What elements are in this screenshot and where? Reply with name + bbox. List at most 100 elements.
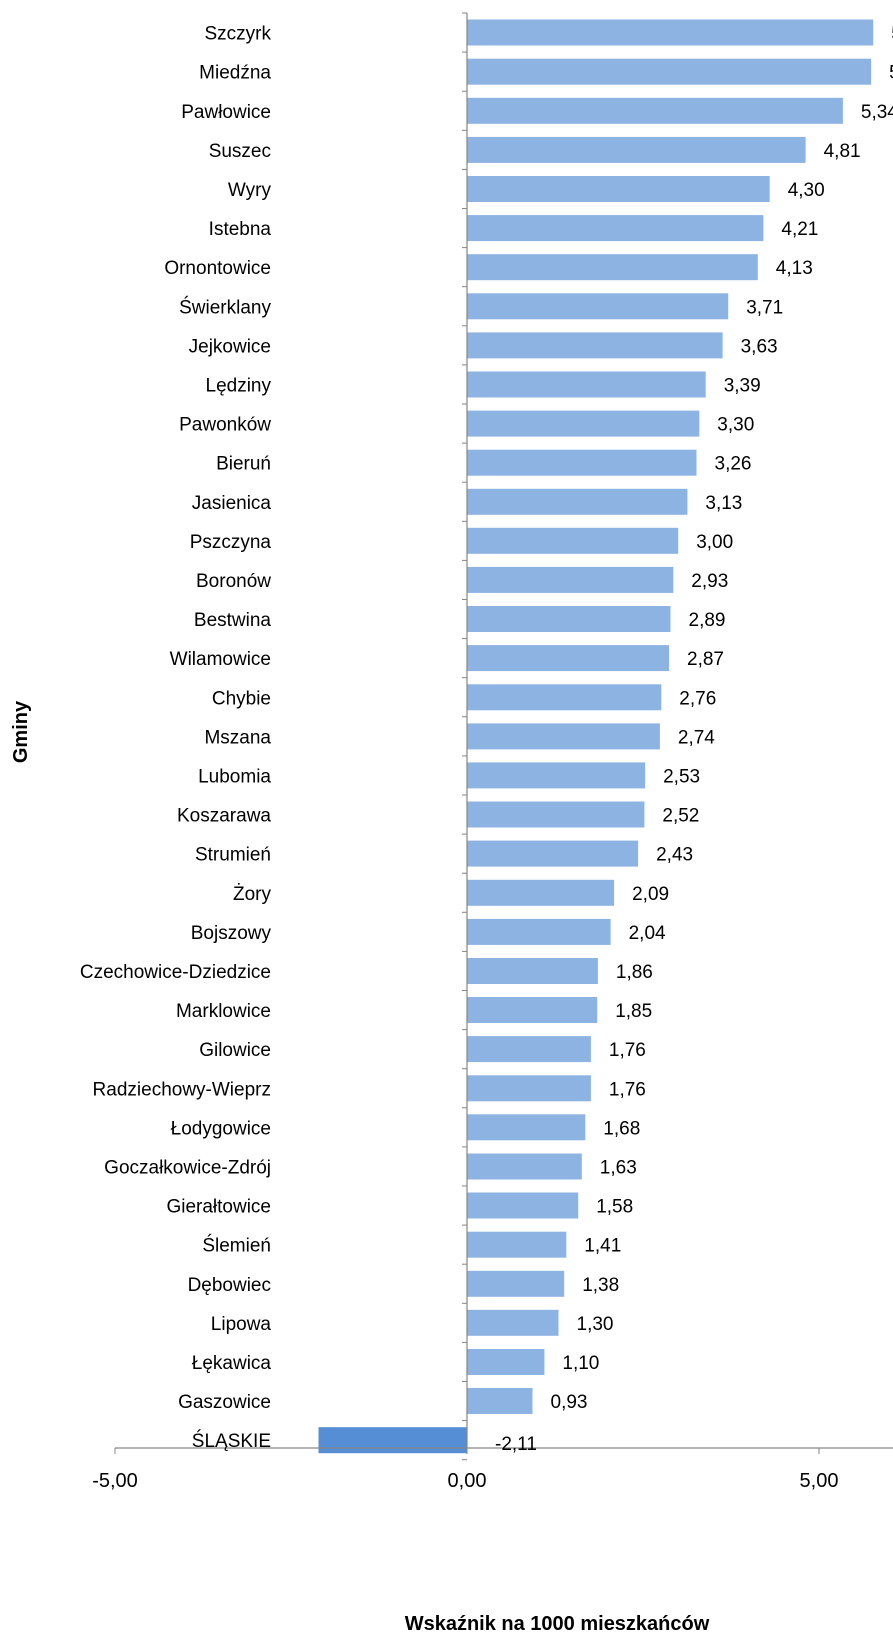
category-label: Mszana [204, 727, 271, 748]
category-label: Pszczyna [190, 532, 272, 553]
value-label: 1,58 [596, 1197, 633, 1218]
value-label: 1,10 [562, 1353, 599, 1374]
value-label: 1,85 [615, 1001, 652, 1022]
bar-23 [467, 918, 611, 945]
bar-2 [467, 97, 843, 124]
value-label: -2,11 [495, 1434, 537, 1455]
bar-1 [467, 58, 872, 85]
bar-5 [467, 215, 764, 242]
value-label: 5,74 [889, 63, 893, 84]
category-label: Łękawica [192, 1353, 272, 1374]
value-label: 0,93 [551, 1392, 588, 1413]
category-label: Ornontowice [164, 258, 271, 279]
value-label: 1,30 [577, 1314, 614, 1335]
value-label: 2,04 [629, 923, 666, 944]
category-label: Istebna [209, 219, 272, 240]
bar-21 [467, 840, 639, 867]
bar-11 [467, 449, 697, 476]
bar-25 [467, 997, 598, 1023]
x-tick-label: -5,00 [92, 1470, 138, 1492]
bar-18 [467, 723, 660, 750]
category-label: Suszec [209, 141, 271, 162]
value-label: 3,30 [717, 415, 754, 436]
category-label: Dębowiec [188, 1275, 271, 1296]
bar-36 [318, 1427, 467, 1454]
category-label: Wyry [228, 180, 272, 201]
category-label: Pawłowice [181, 102, 271, 123]
bar-13 [467, 527, 679, 554]
value-label: 1,38 [582, 1275, 619, 1296]
category-label: Jasienica [192, 493, 272, 514]
value-label: 1,68 [603, 1118, 640, 1139]
bar-15 [467, 606, 671, 632]
bar-28 [467, 1114, 586, 1141]
value-label: 3,00 [696, 532, 733, 553]
value-label: 2,76 [679, 688, 716, 709]
bar-30 [467, 1192, 579, 1219]
value-label: 5,34 [861, 102, 893, 123]
value-label: 4,81 [824, 141, 861, 162]
value-label: 3,39 [724, 376, 761, 397]
bar-35 [467, 1388, 533, 1414]
bar-24 [467, 958, 598, 984]
value-label: 2,93 [691, 571, 728, 592]
bar-26 [467, 1036, 591, 1063]
y-axis-title: Gminy [10, 700, 32, 763]
bar-12 [467, 488, 688, 515]
category-label: ŚLĄSKIE [192, 1430, 271, 1452]
category-label: Marklowice [176, 1001, 271, 1022]
bar-29 [467, 1153, 582, 1180]
category-label: Ślemień [202, 1235, 271, 1257]
bar-0 [467, 19, 874, 46]
category-label: Strumień [195, 845, 271, 866]
category-label: Gierałtowice [166, 1197, 271, 1218]
category-label: Miedźna [199, 63, 271, 84]
value-label: 3,71 [746, 297, 783, 318]
category-label: Bieruń [216, 454, 271, 475]
labels-group: Szczyrk 5,77 Miedźna 5,74 Pawłowice 5,34 Susze… [80, 24, 893, 1493]
bar-20 [467, 801, 645, 828]
bar-34 [467, 1349, 545, 1375]
category-label: Bojszowy [191, 923, 272, 944]
value-label: 3,13 [705, 493, 742, 514]
value-label: 2,52 [662, 806, 699, 827]
value-label: 2,09 [632, 884, 669, 905]
category-label: Szczyrk [205, 24, 272, 45]
category-label: Gaszowice [178, 1392, 271, 1413]
x-tick-label: 0,00 [448, 1470, 487, 1492]
category-label: Jejkowice [189, 336, 271, 357]
bars-group [318, 19, 874, 1454]
category-label: Goczałkowice-Zdrój [104, 1158, 271, 1179]
category-label: Lipowa [211, 1314, 272, 1335]
bar-17 [467, 684, 662, 711]
axes-group [114, 12, 893, 1461]
category-label: Bestwina [194, 610, 272, 631]
value-label: 2,74 [678, 727, 715, 748]
category-label: Wilamowice [170, 649, 271, 670]
value-label: 1,76 [609, 1040, 646, 1061]
category-label: Chybie [212, 688, 271, 709]
bar-14 [467, 566, 674, 593]
category-label: Koszarawa [177, 806, 271, 827]
bar-31 [467, 1231, 567, 1258]
bar-3 [467, 136, 806, 163]
value-label: 1,76 [609, 1079, 646, 1100]
value-label: 5,77 [891, 24, 893, 45]
x-axis-title: Wskaźnik na 1000 mieszkańców [405, 1613, 710, 1635]
bar-19 [467, 762, 646, 789]
value-label: 2,43 [656, 845, 693, 866]
bar-8 [467, 332, 723, 359]
category-label: Łodygowice [171, 1118, 271, 1139]
category-label: Żory [233, 884, 272, 905]
category-label: Pawonków [179, 415, 271, 436]
category-label: Świerklany [179, 296, 271, 318]
category-label: Lędziny [206, 376, 272, 397]
bar-22 [467, 879, 615, 906]
value-label: 1,63 [600, 1158, 637, 1179]
value-label: 4,13 [776, 258, 813, 279]
value-label: 1,86 [616, 962, 653, 983]
bar-6 [467, 254, 758, 281]
category-label: Radziechowy-Wieprz [93, 1079, 271, 1100]
bar-10 [467, 410, 700, 437]
